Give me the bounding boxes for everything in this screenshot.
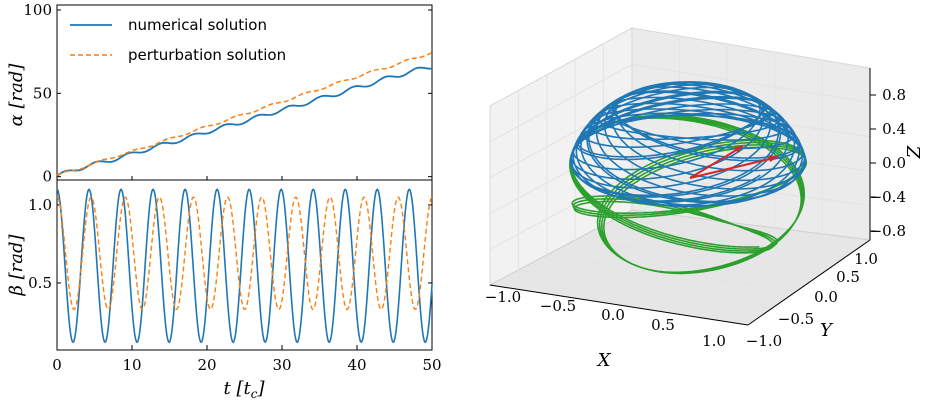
red-arrow-head-1 bbox=[734, 146, 743, 153]
upper-cap-trajectory bbox=[569, 81, 807, 208]
alpha-ylabel: α [rad] bbox=[6, 63, 27, 127]
pane-grid-line bbox=[631, 63, 871, 103]
beta-xtick-label: 40 bbox=[347, 356, 366, 374]
x3d-tick-label: −0.5 bbox=[540, 297, 576, 315]
alpha-panel: 0 50 100 α [rad] numerical solution pertur… bbox=[6, 1, 433, 186]
beta-xtick-label: 0 bbox=[52, 356, 62, 374]
beta-series bbox=[56, 188, 433, 344]
y3d-tick-label: 1.0 bbox=[854, 250, 878, 268]
y3d-tick-label: 0.0 bbox=[814, 288, 838, 306]
beta-xtick-label: 10 bbox=[122, 356, 141, 374]
x3d-tick-label: 0.0 bbox=[601, 306, 625, 324]
y3d-tick-label: −0.5 bbox=[778, 310, 814, 328]
pane-grid-line bbox=[696, 233, 823, 318]
x-axis-label: X bbox=[596, 350, 612, 371]
alpha-series bbox=[56, 51, 433, 177]
alpha-line-numerical bbox=[56, 66, 433, 177]
beta-ylabel: β [rad] bbox=[6, 234, 27, 297]
pane-grid-line bbox=[489, 63, 633, 143]
x3d-tick-label: 1.0 bbox=[702, 332, 726, 350]
beta-xtick-label: 50 bbox=[422, 356, 441, 374]
alpha-ytick-label: 50 bbox=[33, 84, 52, 102]
beta-ticks: 0.5 1.0 0 10 20 30 40 50 bbox=[28, 196, 441, 374]
pane-grid-line bbox=[592, 221, 728, 302]
pane-grid-line bbox=[541, 215, 680, 294]
beta-xtick-label: 20 bbox=[197, 356, 216, 374]
beta-line-perturbation bbox=[56, 196, 433, 311]
y3d-tick-label: 0.5 bbox=[836, 268, 860, 286]
y3d-tick-label: −1.0 bbox=[746, 332, 782, 350]
pane-grid-line bbox=[575, 239, 822, 275]
red-arrow-2 bbox=[689, 156, 779, 179]
beta-xtick-label: 30 bbox=[272, 356, 291, 374]
z-axis-label: Z bbox=[904, 145, 925, 159]
sphere-trajectory bbox=[568, 81, 808, 275]
z3d-tick-label: −0.4 bbox=[870, 188, 906, 206]
y-axis-label: Y bbox=[820, 320, 834, 341]
z3d-tick-label: 0.4 bbox=[882, 120, 906, 138]
legend-perturbation-label: perturbation solution bbox=[128, 46, 286, 64]
time-xlabel: t [tc] bbox=[224, 378, 266, 401]
alpha-ytick-label: 0 bbox=[42, 168, 52, 186]
x-axis-line bbox=[489, 284, 749, 326]
beta-ytick-label: 1.0 bbox=[28, 196, 52, 214]
beta-panel: 0.5 1.0 0 10 20 30 40 50 β [rad] t [tc] bbox=[6, 179, 442, 401]
beta-plot-frame bbox=[56, 179, 433, 351]
sphere-tick-labels: −1.0 −0.5 0.00.51.01.00.50.0−0.5−1.00.80.4… bbox=[485, 86, 906, 350]
z3d-tick-label: −0.8 bbox=[870, 222, 906, 240]
alpha-ytick-label: 100 bbox=[23, 1, 52, 19]
legend-numerical-label: numerical solution bbox=[128, 16, 267, 34]
legend: numerical solution perturbation solution bbox=[70, 16, 286, 64]
z3d-tick-label: 0.0 bbox=[882, 154, 906, 172]
alpha-line-perturbation bbox=[56, 51, 433, 176]
alpha-y-ticks: 0 50 100 bbox=[23, 1, 433, 186]
y-axis-line bbox=[747, 239, 871, 326]
x3d-tick-label: −1.0 bbox=[485, 288, 521, 306]
x3d-tick-label: 0.5 bbox=[651, 316, 675, 334]
red-arrow-head-2 bbox=[769, 155, 778, 162]
pane-grid-line bbox=[631, 136, 871, 172]
sphere-panel: −1.0 −0.5 0.00.51.01.00.50.0−0.5−1.00.80.4… bbox=[485, 27, 925, 371]
pane-grid-line bbox=[489, 136, 633, 214]
z3d-tick-label: 0.8 bbox=[882, 86, 906, 104]
red-arrow-1 bbox=[689, 145, 744, 179]
beta-ytick-label: 0.5 bbox=[28, 274, 52, 292]
beta-line-numerical bbox=[56, 188, 433, 344]
pane-grid-line bbox=[518, 269, 773, 309]
